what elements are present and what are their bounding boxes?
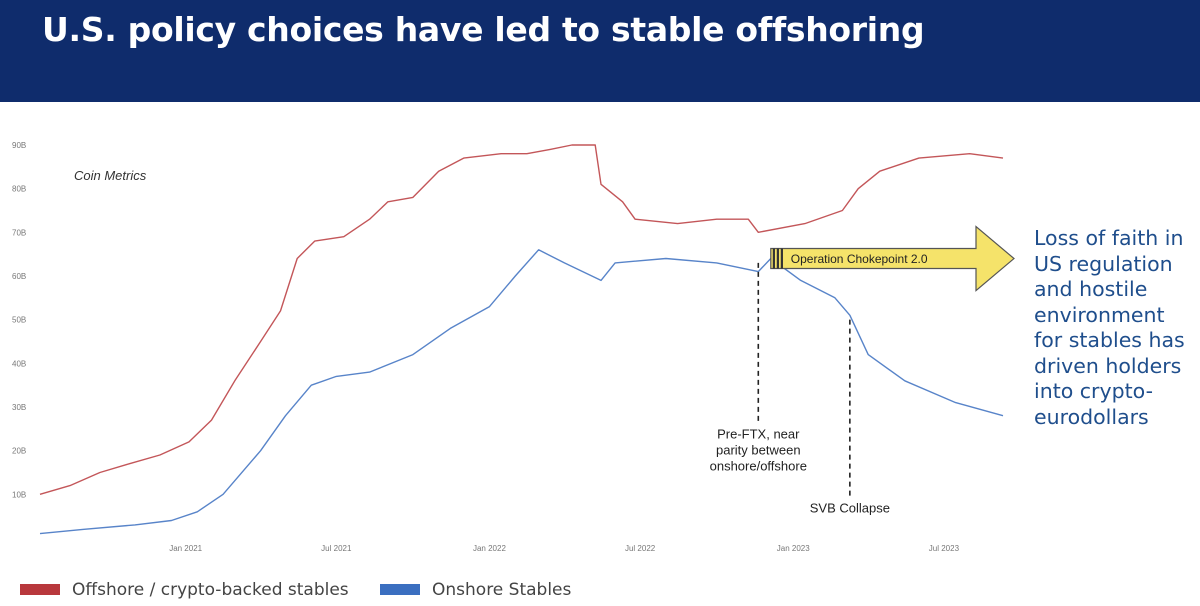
side-note-line: driven holders — [1034, 353, 1182, 378]
y-tick-label: 30B — [12, 403, 26, 412]
arrow-shape — [770, 225, 1015, 292]
x-tick-label: Jan 2022 — [473, 544, 506, 553]
arrow-tail-stripe — [772, 248, 775, 269]
side-note-line: US regulation — [1034, 251, 1173, 276]
x-tick-label: Jul 2021 — [321, 544, 352, 553]
series-layer — [39, 144, 1004, 535]
side-note-line: environment — [1034, 302, 1165, 327]
annotation-line: SVB Collapse — [810, 501, 890, 516]
side-note-line: and hostile — [1034, 277, 1148, 301]
x-tick-label: Jul 2023 — [929, 544, 960, 553]
annotation-label: SVB Collapse — [810, 501, 890, 516]
side-note-line: eurodollars — [1034, 404, 1149, 429]
chart: 10B 20B 30B 40B 50B 60B 70B 80B 90B Jan 2021 Jul … — [12, 141, 1015, 553]
annotation-line: onshore/offshore — [710, 458, 807, 473]
annotation-line: Pre-FTX, near — [717, 426, 800, 441]
y-tick-label: 70B — [12, 228, 26, 237]
title-banner: U.S. policy choices have led to stable o… — [0, 0, 1200, 102]
side-note-line: for stables has — [1034, 328, 1185, 352]
source-label: Coin Metrics — [74, 168, 147, 183]
offshore-series-line — [39, 144, 1004, 495]
legend-swatch-onshore — [380, 584, 420, 595]
y-tick-label: 50B — [12, 316, 26, 325]
side-note-line: into crypto- — [1034, 379, 1153, 403]
x-tick-label: Jan 2021 — [169, 544, 202, 553]
y-tick-label: 80B — [12, 185, 26, 194]
chokepoint-arrow: Operation Chokepoint 2.0 — [770, 225, 1015, 292]
side-note: Loss of faith in US regulation and hostile… — [1034, 226, 1200, 430]
onshore-series-line — [39, 249, 1004, 535]
annotation-line: parity between — [716, 442, 801, 457]
arrow-tail-stripe — [776, 248, 779, 269]
y-tick-label: 60B — [12, 272, 26, 281]
y-tick-label: 20B — [12, 447, 26, 456]
arrow-label: Operation Chokepoint 2.0 — [791, 252, 928, 266]
legend-label-onshore: Onshore Stables — [432, 580, 572, 600]
page-title: U.S. policy choices have led to stable o… — [42, 10, 925, 49]
y-tick-label: 10B — [12, 490, 26, 499]
legend-swatch-offshore — [20, 584, 60, 595]
legend-label-offshore: Offshore / crypto-backed stables — [72, 580, 349, 600]
x-tick-label: Jul 2022 — [625, 544, 656, 553]
x-tick-label: Jan 2023 — [777, 544, 810, 553]
y-axis: 10B 20B 30B 40B 50B 60B 70B 80B 90B — [12, 141, 26, 499]
arrow-tail-stripe — [780, 248, 783, 269]
annotation-layer: Pre-FTX, near parity between onshore/offsh… — [710, 225, 1015, 516]
y-tick-label: 90B — [12, 141, 26, 150]
y-tick-label: 40B — [12, 359, 26, 368]
side-note-line: Loss of faith in — [1034, 226, 1184, 250]
x-axis: Jan 2021 Jul 2021 Jan 2022 Jul 2022 Jan 2023… — [169, 544, 959, 553]
annotation-label: Pre-FTX, near parity between onshore/offsh… — [710, 426, 807, 473]
